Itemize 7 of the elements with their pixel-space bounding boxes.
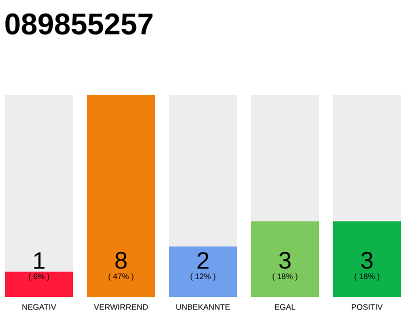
data-label: 3 <box>361 252 373 269</box>
chart-title: 089855257 <box>5 13 152 35</box>
data-label: 2 <box>198 252 208 269</box>
bar <box>5 272 74 297</box>
data-label: 3 <box>279 252 291 269</box>
data-label: 8 <box>115 252 127 269</box>
data-label: 1 <box>34 252 44 269</box>
